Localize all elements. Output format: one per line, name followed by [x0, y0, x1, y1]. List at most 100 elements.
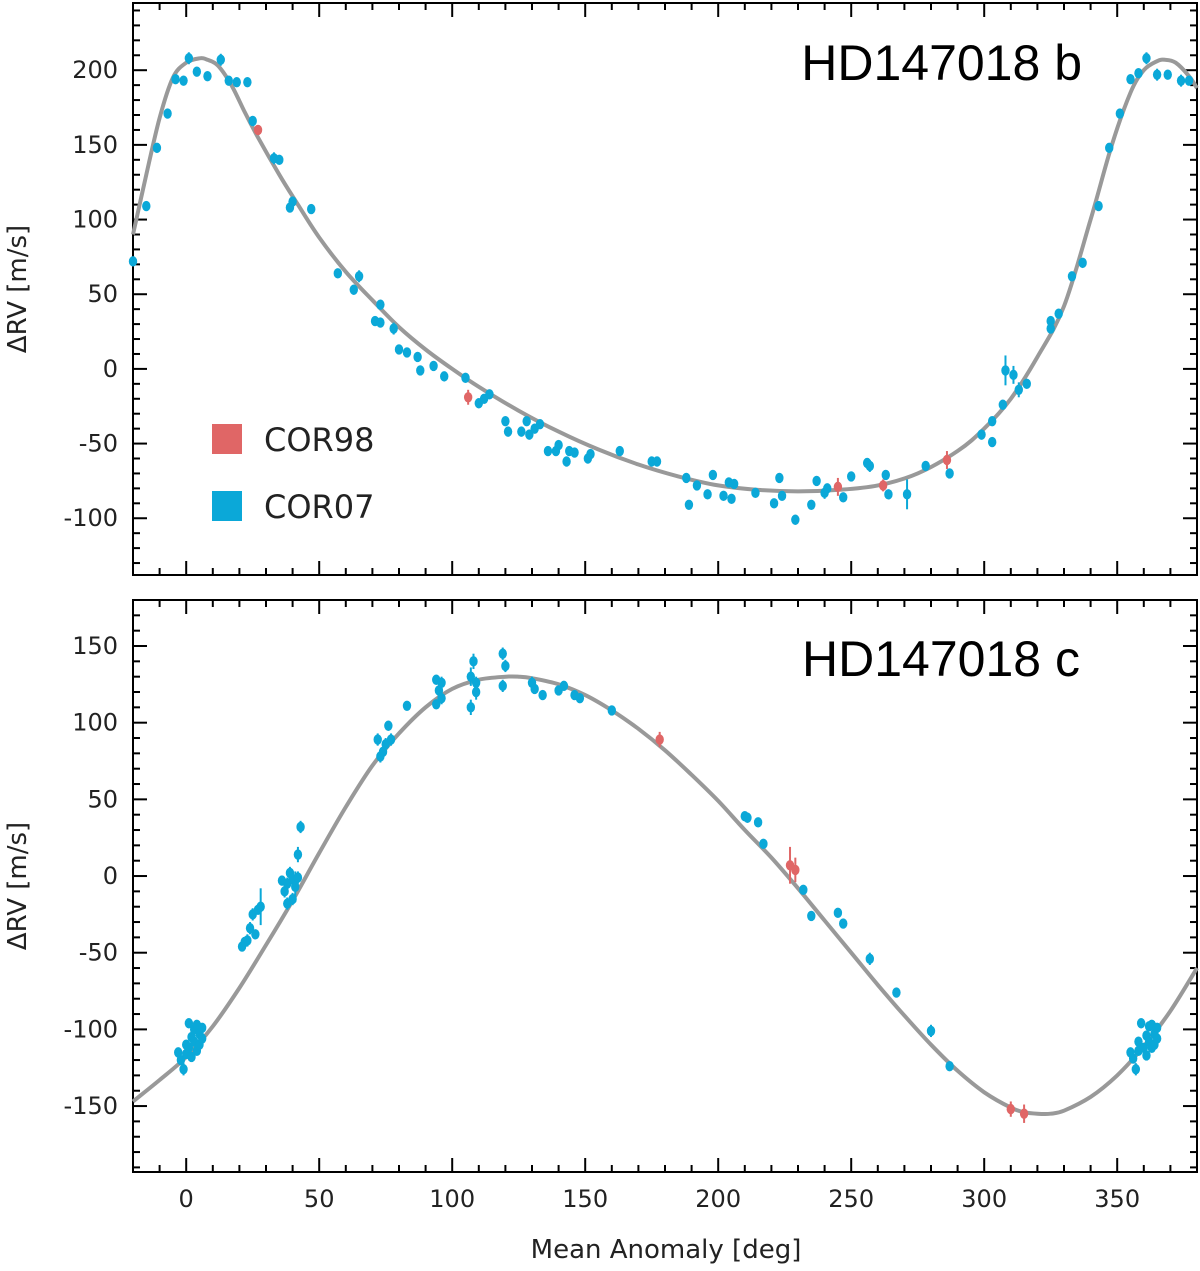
- marker: [1134, 1036, 1143, 1047]
- marker: [775, 472, 784, 484]
- y-tick-label: -100: [64, 504, 118, 532]
- data-point-cor07: [440, 371, 449, 382]
- marker: [839, 492, 848, 503]
- data-point-cor07: [176, 1054, 186, 1066]
- marker: [253, 124, 263, 136]
- y-axis-title-c: ΔRV [m/s]: [3, 822, 33, 950]
- data-point-cor07: [921, 460, 930, 472]
- marker: [1094, 200, 1103, 212]
- panel-title-b: HD147018 b: [801, 35, 1082, 91]
- data-point-cor07: [703, 489, 712, 500]
- marker: [1046, 315, 1055, 327]
- marker: [987, 415, 997, 427]
- marker: [921, 460, 930, 472]
- data-point-cor07: [501, 659, 510, 673]
- y-tick-label: 200: [72, 56, 118, 84]
- data-point-cor07: [719, 490, 728, 502]
- marker: [416, 365, 425, 376]
- data-point-cor07: [1009, 365, 1018, 384]
- data-point-cor07: [517, 426, 526, 437]
- axis-ticks: [132, 599, 1198, 1172]
- data-point-cor07: [884, 489, 893, 500]
- marker: [128, 256, 138, 267]
- marker: [501, 660, 510, 672]
- data-point-cor07: [559, 680, 569, 692]
- data-point-cor07: [1078, 257, 1087, 269]
- data-point-cor98: [878, 479, 888, 492]
- panel-title-c: HD147018 c: [802, 631, 1080, 687]
- data-point-cor07: [945, 1060, 954, 1072]
- data-point-cor07: [586, 448, 595, 460]
- marker: [437, 677, 446, 689]
- marker: [833, 481, 843, 493]
- y-tick-label: 100: [72, 709, 118, 737]
- marker: [1001, 365, 1010, 376]
- data-point-cor07: [892, 987, 901, 998]
- marker: [945, 1060, 954, 1072]
- marker: [171, 73, 180, 85]
- marker: [729, 478, 739, 490]
- data-point-cor07: [839, 492, 848, 503]
- marker: [892, 987, 901, 998]
- marker: [354, 271, 364, 282]
- data-point-cor07: [184, 1042, 194, 1053]
- data-point-cor07: [402, 700, 412, 712]
- data-point-cor07: [171, 73, 180, 85]
- data-point-cor07: [570, 447, 579, 458]
- marker: [1176, 75, 1186, 86]
- marker: [682, 472, 691, 484]
- y-tick-label: -50: [79, 430, 118, 458]
- marker: [807, 910, 816, 922]
- marker: [538, 689, 547, 701]
- marker: [586, 448, 595, 460]
- marker: [1142, 53, 1151, 64]
- data-point-cor07: [437, 692, 446, 705]
- data-point-cor07: [384, 720, 393, 731]
- data-point-cor07: [197, 1033, 207, 1044]
- y-tick-label: 0: [103, 355, 118, 383]
- data-point-cor07: [256, 888, 265, 926]
- marker: [759, 838, 768, 850]
- marker: [554, 439, 563, 451]
- data-point-cor07: [466, 667, 476, 686]
- data-point-cor07: [469, 653, 478, 670]
- marker: [503, 426, 513, 437]
- data-point-cor07: [1046, 323, 1055, 334]
- marker: [471, 686, 481, 698]
- marker: [203, 70, 212, 82]
- marker: [684, 499, 694, 511]
- data-point-cor07: [461, 372, 470, 384]
- marker: [184, 1018, 194, 1029]
- panel-planet-b: -100 -50 0 50 100 150 200 HD147018 b ΔRV [m/s]…: [3, 2, 1199, 576]
- marker: [1142, 1050, 1151, 1061]
- marker: [187, 1051, 196, 1063]
- legend-swatch-cor98: [212, 424, 242, 454]
- data-point-cor07: [535, 418, 545, 430]
- marker: [251, 929, 260, 940]
- marker: [833, 907, 843, 919]
- data-point-cor07: [998, 399, 1008, 410]
- marker: [243, 76, 252, 88]
- marker: [232, 76, 241, 88]
- marker: [1184, 75, 1194, 86]
- marker: [179, 1064, 188, 1075]
- marker: [839, 918, 848, 929]
- data-point-cor07: [248, 115, 257, 127]
- marker: [884, 489, 893, 500]
- data-point-cor07: [1022, 378, 1031, 390]
- marker: [224, 75, 233, 86]
- data-point-cor07: [1184, 75, 1194, 86]
- data-point-cor07: [554, 439, 563, 451]
- y-axis-title-b: ΔRV [m/s]: [3, 225, 33, 353]
- data-point-cor07: [777, 490, 787, 502]
- data-point-cor07: [376, 317, 385, 328]
- marker: [466, 702, 476, 713]
- marker: [878, 480, 888, 491]
- marker: [384, 720, 393, 731]
- marker: [349, 284, 358, 295]
- marker: [179, 75, 188, 86]
- y-tick-label: 50: [87, 280, 118, 308]
- data-point-cor07: [987, 415, 997, 427]
- data-point-cor07: [498, 679, 507, 693]
- marker: [389, 323, 398, 334]
